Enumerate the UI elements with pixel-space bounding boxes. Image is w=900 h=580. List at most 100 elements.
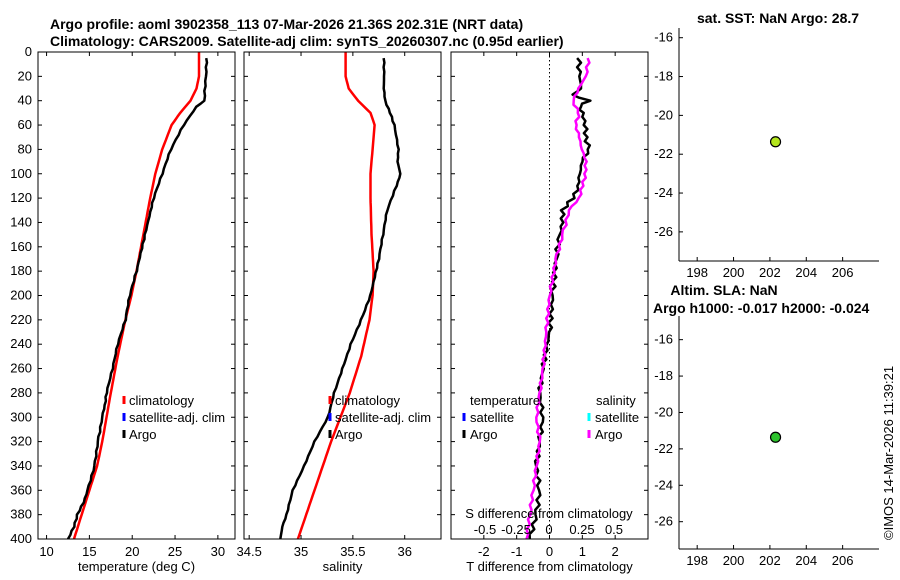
depth-tick-label: 40 <box>18 93 32 108</box>
map-lon-tick-label: 204 <box>795 553 817 568</box>
map-lat-tick-label: -20 <box>654 404 673 419</box>
altim-sla-map-panel: -16 -18 -20 -22 -24 -26 198 200 202 204 206 <box>654 316 879 568</box>
sat-sst-map-panel: -16 -18 -20 -22 -24 -26 198 200 202 204 206 <box>654 28 879 280</box>
map-lon-tick-label: 202 <box>759 265 781 280</box>
x-tick-label: 35 <box>294 544 308 559</box>
depth-tick-label: 340 <box>10 458 32 473</box>
map-lat-tick-label: -18 <box>654 368 673 383</box>
map-lat-tick-label: -22 <box>654 146 673 161</box>
map-lat-tick-label: -24 <box>654 477 673 492</box>
x-tick-label: 30 <box>211 544 225 559</box>
sst-map-title: sat. SST: NaN Argo: 28.7 <box>697 10 859 26</box>
map-lat-tick-label: -22 <box>654 441 673 456</box>
climatology-line <box>72 52 201 540</box>
map-lat-tick-label: -26 <box>654 514 673 529</box>
map-lat-tick-label: -24 <box>654 185 673 200</box>
depth-tick-label: 160 <box>10 239 32 254</box>
depth-tick-label: 380 <box>10 507 32 522</box>
legend-label: Argo <box>129 427 156 442</box>
x2-tick-label: 0.25 <box>569 522 594 537</box>
map-lon-tick-label: 206 <box>832 553 854 568</box>
legend-label: climatology <box>335 393 401 408</box>
x-tick-label: 36 <box>397 544 411 559</box>
x-tick-label: 1 <box>579 544 586 559</box>
map-lon-tick-label: 200 <box>723 265 745 280</box>
depth-tick-label: 0 <box>25 44 32 59</box>
depth-tick-label: 360 <box>10 482 32 497</box>
x-tick-label: -2 <box>478 544 490 559</box>
map-lat-tick-label: -18 <box>654 69 673 84</box>
figure-title: Argo profile: aoml 3902358_113 07-Mar-20… <box>50 16 523 32</box>
x-tick-label: -1 <box>511 544 523 559</box>
x-tick-label: 20 <box>125 544 139 559</box>
depth-tick-label: 240 <box>10 336 32 351</box>
depth-tick-label: 120 <box>10 190 32 205</box>
x-tick-label: 35.5 <box>340 544 365 559</box>
argo-float-marker <box>769 136 782 148</box>
depth-tick-label: 60 <box>18 117 32 132</box>
s-argo-clim-line <box>525 57 591 540</box>
temperature-axes-box <box>37 51 236 540</box>
legend-title-temperature: temperature <box>470 393 540 408</box>
depth-tick-label: 100 <box>10 166 32 181</box>
imos-watermark: ©IMOS 14-Mar-2026 11:39:21 <box>881 366 896 540</box>
x-tick-label: 15 <box>82 544 96 559</box>
x-axis-label: T difference from climatology <box>466 559 633 574</box>
x2-tick-label: -0.25 <box>501 522 531 537</box>
map-lon-tick-label: 206 <box>832 265 854 280</box>
map-lon-tick-label: 198 <box>686 265 708 280</box>
x-axis-label: salinity <box>323 559 363 574</box>
depth-tick-label: 300 <box>10 409 32 424</box>
difference-profile-panel: -2 -1 0 1 2T difference from climatology temp… <box>450 51 649 574</box>
map-lon-tick-label: 202 <box>759 553 781 568</box>
argo-line <box>279 57 402 540</box>
x-axis-label: temperature (deg C) <box>78 559 195 574</box>
map-lon-tick-label: 200 <box>723 553 745 568</box>
argo-line <box>66 57 209 540</box>
x-tick-label: 10 <box>39 544 53 559</box>
depth-tick-label: 20 <box>18 68 32 83</box>
x2-tick-label: 0 <box>545 522 552 537</box>
depth-tick-label: 140 <box>10 214 32 229</box>
x-tick-label: 0 <box>546 544 553 559</box>
figure-subtitle: Climatology: CARS2009. Satellite-adj cli… <box>50 33 564 49</box>
x-tick-label: 34.5 <box>237 544 262 559</box>
difference-axes-box <box>450 51 649 540</box>
map-lat-tick-label: -20 <box>654 107 673 122</box>
x2-axis-label: S difference from climatology <box>465 506 633 521</box>
climatology-line <box>296 52 376 540</box>
map-lat-tick-label: -16 <box>654 332 673 347</box>
depth-tick-label: 200 <box>10 288 32 303</box>
temperature-profile-panel: 0 20 40 60 80 100 120 140 160 180 200 220 240 260 280 3… <box>10 44 236 574</box>
map-lon-tick-label: 204 <box>795 265 817 280</box>
t-argo-clim-line <box>528 57 592 540</box>
x2-tick-label: 0.5 <box>605 522 623 537</box>
map-lon-tick-label: 198 <box>686 553 708 568</box>
legend-label: satellite-adj. clim <box>129 410 225 425</box>
legend-title-salinity: salinity <box>596 393 636 408</box>
legend-label: satellite-adj. clim <box>335 410 431 425</box>
x-tick-label: 2 <box>612 544 619 559</box>
depth-tick-label: 260 <box>10 361 32 376</box>
legend-label: Argo <box>595 427 622 442</box>
depth-tick-label: 180 <box>10 263 32 278</box>
map-lat-tick-label: -26 <box>654 224 673 239</box>
x2-tick-label: -0.5 <box>474 522 496 537</box>
depth-tick-label: 320 <box>10 434 32 449</box>
x-tick-label: 25 <box>168 544 182 559</box>
legend-label: satellite <box>595 410 639 425</box>
argo-float-marker <box>769 431 782 443</box>
depth-tick-label: 220 <box>10 312 32 327</box>
sla-map-subtitle: Argo h1000: -0.017 h2000: -0.024 <box>653 300 870 316</box>
legend-label: Argo <box>335 427 362 442</box>
salinity-axes-box <box>243 51 442 540</box>
salinity-profile-panel: 34.5 35 35.5 36 salinity climatology satellite… <box>237 51 442 574</box>
legend-label: satellite <box>470 410 514 425</box>
map-lat-tick-label: -16 <box>654 30 673 45</box>
depth-tick-label: 280 <box>10 385 32 400</box>
depth-tick-label: 80 <box>18 141 32 156</box>
legend-label: Argo <box>470 427 497 442</box>
sla-map-title: Altim. SLA: NaN <box>670 282 777 298</box>
legend-label: climatology <box>129 393 195 408</box>
